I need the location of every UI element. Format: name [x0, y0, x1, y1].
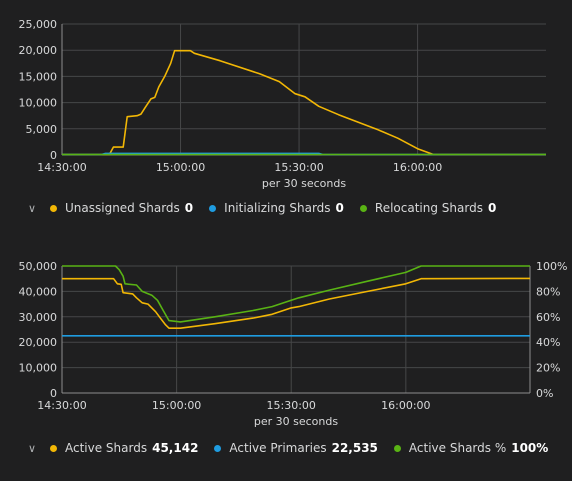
- y2-tick-label: 0%: [536, 387, 553, 400]
- legend-item-active-shards[interactable]: Active Shards 45,142: [50, 441, 198, 455]
- y-tick-label: 5,000: [26, 123, 58, 136]
- series-line-active-shards: [62, 277, 531, 329]
- legend-value: 22,535: [331, 441, 378, 455]
- legend-dot-icon: [359, 204, 367, 212]
- x-tick-label: 15:00:00: [152, 399, 201, 412]
- legend-item-unassigned-shards[interactable]: Unassigned Shards 0: [50, 201, 193, 215]
- active-shards-legend: ∨ Active Shards 45,142 Active Primaries …: [28, 438, 564, 458]
- unassigned-shards-panel: 0 5,000 10,000 15,000 20,000 25,000 14:30:00 15…: [0, 0, 572, 232]
- x-tick-label: 15:30:00: [274, 161, 323, 174]
- legend-dot-icon: [50, 204, 57, 212]
- legend-item-relocating-shards[interactable]: Relocating Shards 0: [359, 201, 497, 215]
- x-tick-label: 16:00:00: [393, 161, 442, 174]
- y-tick-label: 20,000: [19, 336, 58, 349]
- y2-tick-label: 40%: [536, 336, 560, 349]
- active-shards-panel: 0 10,000 20,000 30,000 40,000 50,000 0% 20% 40% 6…: [0, 250, 572, 481]
- legend-label: Unassigned Shards: [65, 201, 180, 215]
- legend-collapse-chevron-icon[interactable]: ∨: [28, 201, 37, 215]
- legend-dot-icon: [393, 444, 401, 452]
- y-tick-label: 10,000: [19, 97, 58, 110]
- x-tick-label: 14:30:00: [37, 399, 86, 412]
- x-tick-label: 16:00:00: [381, 399, 430, 412]
- shards-status-chart: 0 5,000 10,000 15,000 20,000 25,000 14:30:00 15…: [19, 18, 546, 190]
- x-tick-label: 15:00:00: [156, 161, 205, 174]
- shards-status-legend: ∨ Unassigned Shards 0 Initializing Shard…: [28, 198, 512, 218]
- legend-value: 0: [487, 201, 497, 215]
- legend-collapse-chevron-icon[interactable]: ∨: [28, 441, 37, 455]
- x-axis-label: per 30 seconds: [262, 177, 346, 190]
- y-tick-label: 20,000: [19, 44, 58, 57]
- y2-tick-label: 80%: [536, 285, 560, 298]
- y-tick-label: 30,000: [19, 311, 58, 324]
- legend-label: Active Shards %: [408, 441, 507, 455]
- legend-item-initializing-shards[interactable]: Initializing Shards 0: [209, 201, 344, 215]
- legend-label: Active Primaries: [229, 441, 327, 455]
- legend-dot-icon: [214, 444, 222, 452]
- y-tick-label: 40,000: [19, 285, 58, 298]
- x-tick-label: 15:30:00: [267, 399, 316, 412]
- legend-value: 45,142: [152, 441, 199, 455]
- legend-dot-icon: [209, 204, 217, 212]
- legend-label: Initializing Shards: [224, 201, 331, 215]
- y2-tick-label: 20%: [536, 362, 560, 375]
- active-shards-chart: 0 10,000 20,000 30,000 40,000 50,000 0% 20% 40% 6…: [19, 260, 568, 428]
- y-tick-label: 15,000: [19, 70, 58, 83]
- y-tick-label: 0: [50, 149, 57, 162]
- x-tick-label: 14:30:00: [37, 161, 86, 174]
- y-tick-label: 25,000: [19, 18, 58, 31]
- legend-dot-icon: [50, 444, 57, 452]
- y-tick-label: 0: [50, 387, 57, 400]
- legend-value: 0: [184, 201, 194, 215]
- legend-value: 100%: [511, 441, 549, 455]
- legend-value: 0: [335, 201, 344, 215]
- y2-tick-label: 100%: [536, 260, 567, 273]
- legend-label: Relocating Shards: [374, 201, 483, 215]
- x-axis-label: per 30 seconds: [254, 415, 338, 428]
- legend-item-active-primaries[interactable]: Active Primaries 22,535: [214, 441, 378, 455]
- series-line-active-shards: [62, 265, 530, 323]
- legend-item-active-shards-percent[interactable]: Active Shards % 100%: [393, 441, 549, 455]
- legend-label: Active Shards: [65, 441, 148, 455]
- series-line-unassigned-shards: [62, 49, 546, 156]
- y2-tick-label: 60%: [536, 311, 560, 324]
- y-tick-label: 10,000: [19, 362, 58, 375]
- y-tick-label: 50,000: [19, 260, 58, 273]
